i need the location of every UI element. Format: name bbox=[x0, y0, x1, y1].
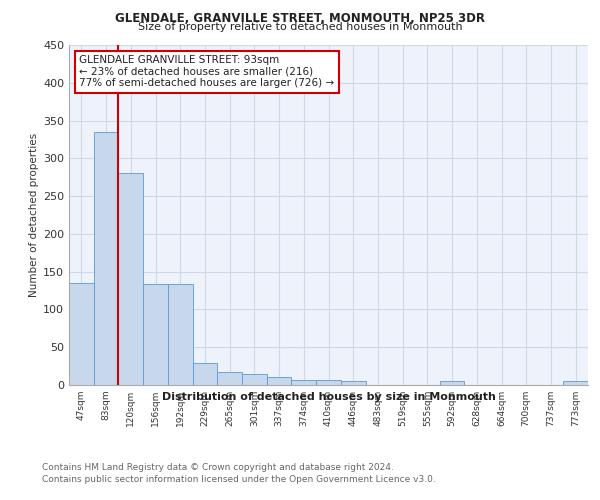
Text: Distribution of detached houses by size in Monmouth: Distribution of detached houses by size … bbox=[162, 392, 496, 402]
Bar bbox=[292, 380, 316, 385]
Bar bbox=[341, 381, 365, 385]
Bar bbox=[563, 381, 588, 385]
Bar bbox=[118, 172, 143, 385]
Bar bbox=[193, 363, 217, 385]
Bar bbox=[168, 284, 193, 385]
Bar bbox=[94, 132, 118, 385]
Bar bbox=[242, 374, 267, 385]
Bar bbox=[316, 380, 341, 385]
Text: Size of property relative to detached houses in Monmouth: Size of property relative to detached ho… bbox=[137, 22, 463, 32]
Text: GLENDALE GRANVILLE STREET: 93sqm
← 23% of detached houses are smaller (216)
77% : GLENDALE GRANVILLE STREET: 93sqm ← 23% o… bbox=[79, 55, 335, 88]
Bar bbox=[69, 283, 94, 385]
Y-axis label: Number of detached properties: Number of detached properties bbox=[29, 133, 39, 297]
Bar bbox=[217, 372, 242, 385]
Bar bbox=[143, 284, 168, 385]
Text: Contains HM Land Registry data © Crown copyright and database right 2024.: Contains HM Land Registry data © Crown c… bbox=[42, 462, 394, 471]
Bar bbox=[440, 381, 464, 385]
Bar bbox=[267, 376, 292, 385]
Text: GLENDALE, GRANVILLE STREET, MONMOUTH, NP25 3DR: GLENDALE, GRANVILLE STREET, MONMOUTH, NP… bbox=[115, 12, 485, 26]
Text: Contains public sector information licensed under the Open Government Licence v3: Contains public sector information licen… bbox=[42, 475, 436, 484]
